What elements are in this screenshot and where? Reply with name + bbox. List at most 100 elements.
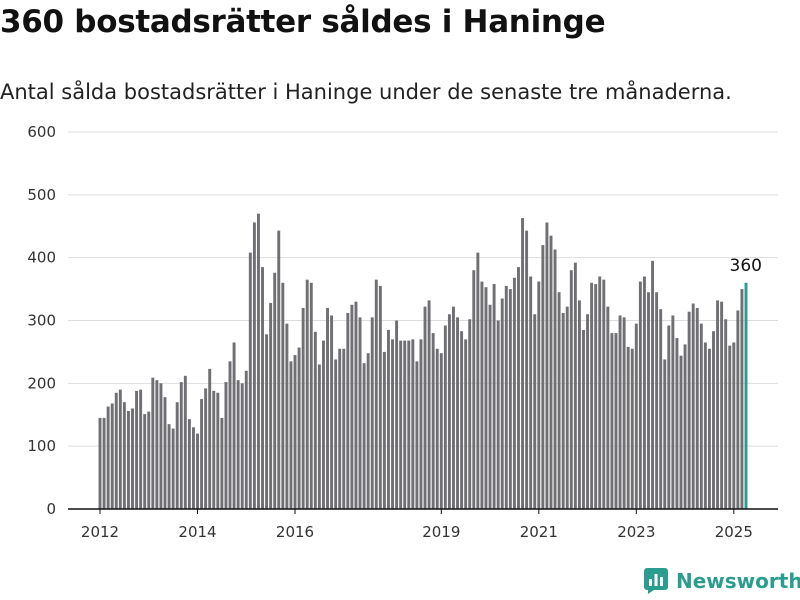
bar [569,270,573,509]
bar [256,213,260,509]
bar [545,222,549,509]
bar [358,317,362,509]
bar [614,333,618,509]
bar [622,317,626,509]
brand-logo: Newsworthy [644,568,800,594]
bar [126,410,130,509]
bar [655,292,659,509]
bar [460,331,464,509]
bar [354,301,358,509]
bar [269,302,273,509]
x-tick-label: 2021 [520,523,558,541]
bar [240,383,244,509]
bar [626,346,630,509]
bar [252,222,256,509]
bar-chart: 0 100 200 300 400 500 600 2012 2014 2016 2019 2021 2… [27,123,778,541]
bar [707,348,711,509]
bar [537,281,541,509]
bar [147,411,151,509]
bar [317,364,321,509]
chart-title: 360 bostadsrätter såldes i Haninge [0,4,606,40]
bar [118,389,122,509]
bar [403,340,407,509]
bar [496,320,500,509]
bar [695,307,699,509]
bar [155,380,159,509]
y-tick-label: 300 [27,312,56,330]
bar [577,300,581,509]
bar [175,402,179,509]
bar [301,307,305,509]
bar [382,351,386,509]
bar [549,235,553,509]
bar [387,329,390,509]
bar [228,361,232,509]
bar [517,267,520,509]
x-tick-label: 2019 [422,523,460,541]
bar [297,347,301,509]
bar [508,289,512,509]
bar [484,287,488,509]
bar [594,284,598,509]
chart-logo-icon [644,568,668,594]
bar [553,249,557,509]
bar [167,424,171,509]
bar [683,344,687,509]
bar [687,311,691,509]
y-tick-label: 100 [27,437,56,455]
bar [500,298,504,509]
bar [423,306,427,509]
bar [561,312,565,509]
bar [630,348,634,509]
bar [183,375,187,509]
bar [391,339,394,509]
bar [265,334,269,509]
bar [504,285,508,509]
bar [521,218,525,509]
bar [533,314,537,509]
bar [305,279,309,509]
bar [456,317,459,509]
bar [582,329,585,509]
bar [618,315,622,509]
bar [236,380,240,509]
bar [232,342,236,509]
bar [163,397,167,509]
y-tick-label: 0 [46,500,56,518]
bar [135,390,139,509]
brand-name: Newsworthy [676,569,800,593]
bar [675,338,679,509]
bar [541,245,545,509]
bar [736,310,740,509]
bar [102,417,106,509]
bar [740,289,744,509]
bar [610,333,614,509]
bar [415,361,419,509]
bar [419,339,423,509]
bar [114,392,118,509]
bar [431,333,435,509]
bar [334,359,338,509]
bar [313,331,317,509]
y-tick-label: 200 [27,374,56,392]
bar [224,382,228,509]
bar [638,281,642,509]
bar [573,262,577,509]
bar [492,284,496,509]
bar [488,304,492,509]
bar [407,340,411,509]
bar [598,276,602,509]
bar [330,315,334,509]
x-tick-label: 2023 [617,523,655,541]
highlight-value-label: 360 [730,256,762,276]
bar [712,331,715,509]
bar [338,348,342,509]
bar [476,252,480,509]
bar [285,323,289,509]
bar [171,428,175,509]
bar [395,320,399,509]
y-tick-label: 400 [27,249,56,267]
bar [212,390,216,509]
bar [602,279,606,509]
bar [277,230,281,509]
